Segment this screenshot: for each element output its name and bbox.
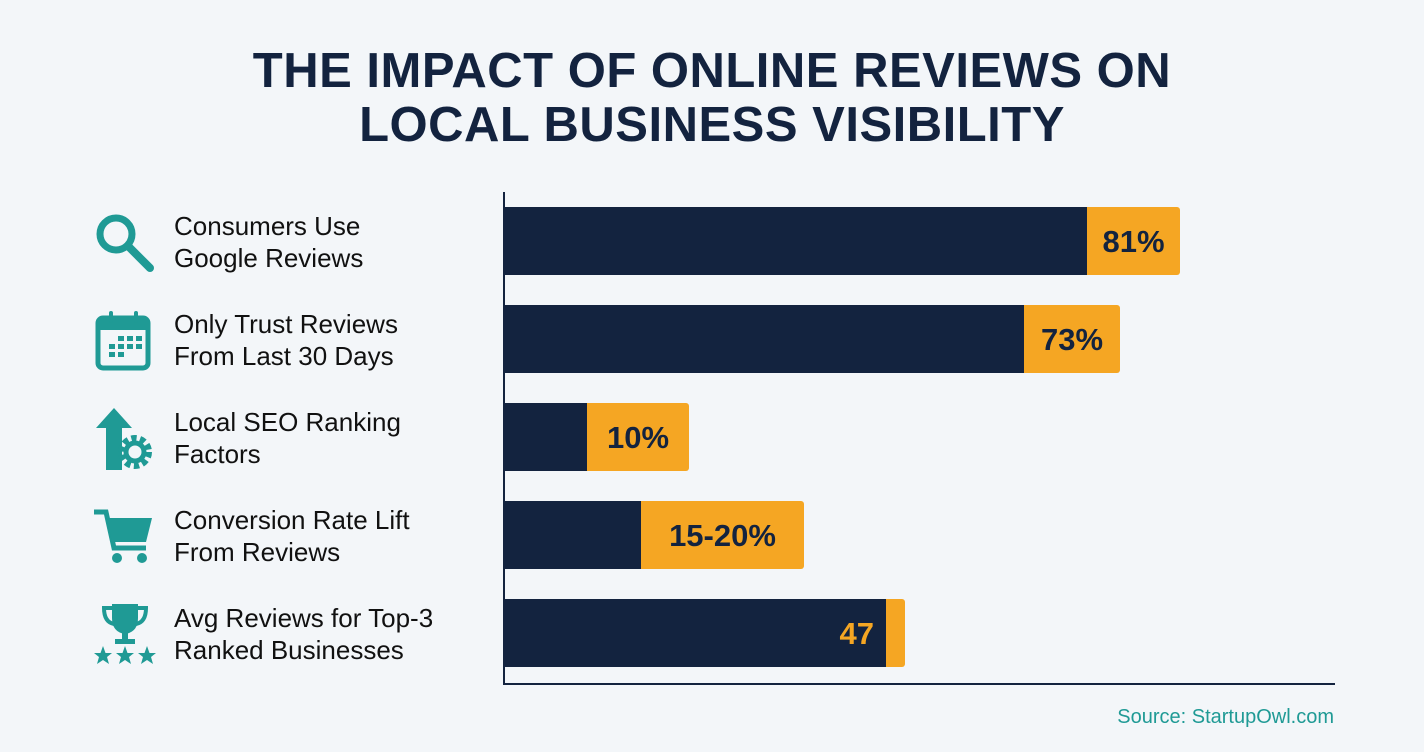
data-label: 10% <box>607 420 669 455</box>
category-row: Consumers Use Google Reviews <box>92 208 492 276</box>
category-row: Avg Reviews for Top-3 Ranked Businesses <box>92 600 492 668</box>
data-label: 81% <box>1102 224 1164 259</box>
category-row: Only Trust Reviews From Last 30 Days <box>92 306 492 374</box>
category-row: Conversion Rate Lift From Reviews <box>92 502 492 570</box>
title-line-1: THE IMPACT OF ONLINE REVIEWS ON <box>252 44 1172 98</box>
bar <box>505 599 886 667</box>
category-label: Avg Reviews for Top-3 Ranked Businesses <box>174 603 434 665</box>
calendar-icon <box>95 311 151 371</box>
source-note: Source: StartupOwl.com <box>1117 706 1334 728</box>
category-label: Conversion Rate Lift From Reviews <box>174 505 410 567</box>
bar <box>505 207 1087 275</box>
category-row: Local SEO Ranking Factors <box>92 404 492 472</box>
title-line-2: LOCAL BUSINESS VISIBILITY <box>359 98 1065 152</box>
bar <box>505 403 587 471</box>
bar <box>505 305 1024 373</box>
shopping-cart-icon <box>94 509 152 563</box>
chart-title: THE IMPACT OF ONLINE REVIEWS ON LOCAL BU… <box>0 44 1424 152</box>
bar <box>505 501 641 569</box>
data-label: 73% <box>1041 322 1103 357</box>
data-label: 15-20% <box>669 518 776 553</box>
category-label: Only Trust Reviews From Last 30 Days <box>174 309 398 371</box>
data-label: 47 <box>840 616 874 651</box>
category-label: Consumers Use Google Reviews <box>174 211 364 273</box>
category-label: Local SEO Ranking Factors <box>174 407 401 469</box>
search-icon <box>96 214 154 272</box>
arrow-up-gear-icon <box>96 408 152 470</box>
trophy-stars-icon <box>94 604 156 664</box>
